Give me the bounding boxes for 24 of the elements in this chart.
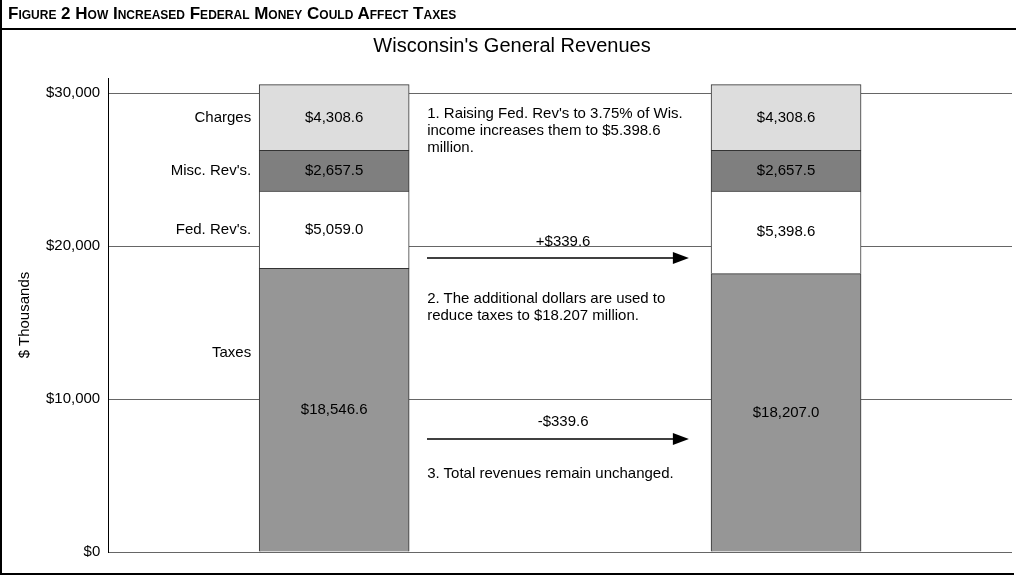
y-tick-label: $10,000 <box>45 389 101 407</box>
y-tick-label: $30,000 <box>45 83 101 101</box>
y-tick-label: $20,000 <box>45 236 101 254</box>
data-label: $5,398.6 <box>756 222 816 240</box>
annotation: 1. Raising Fed. Rev's to 3.75% of Wis. income increases them to $5.398.6 million. <box>427 104 683 156</box>
data-label: $5,059.0 <box>304 219 364 237</box>
data-label: $2,657.5 <box>304 160 364 178</box>
data-label: $4,308.6 <box>756 107 816 125</box>
annotation: 3. Total revenues remain unchanged. <box>427 464 674 482</box>
annotation: +$339.6 <box>535 232 591 250</box>
series-label: Taxes <box>211 343 252 361</box>
data-label: $4,308.6 <box>304 107 364 125</box>
data-label: $2,657.5 <box>756 160 816 178</box>
chart-title: Figure 2 How Increased Federal Money Could Affect Taxes <box>8 4 457 24</box>
series-label: Fed. Rev's. <box>175 219 252 237</box>
series-label: Charges <box>194 107 252 125</box>
annotation: -$339.6 <box>537 412 589 430</box>
data-label: $18,546.6 <box>300 400 368 418</box>
series-label: Misc. Rev's. <box>170 160 252 178</box>
chart-subtitle: Wisconsin's General Revenues <box>373 33 651 56</box>
y-tick-label: $0 <box>83 542 101 560</box>
data-label: $18,207.0 <box>752 402 820 420</box>
annotation: 2. The additional dollars are used to reduce taxes to $18.207 million. <box>427 288 666 323</box>
y-axis-title: $ Thousands <box>15 271 33 359</box>
